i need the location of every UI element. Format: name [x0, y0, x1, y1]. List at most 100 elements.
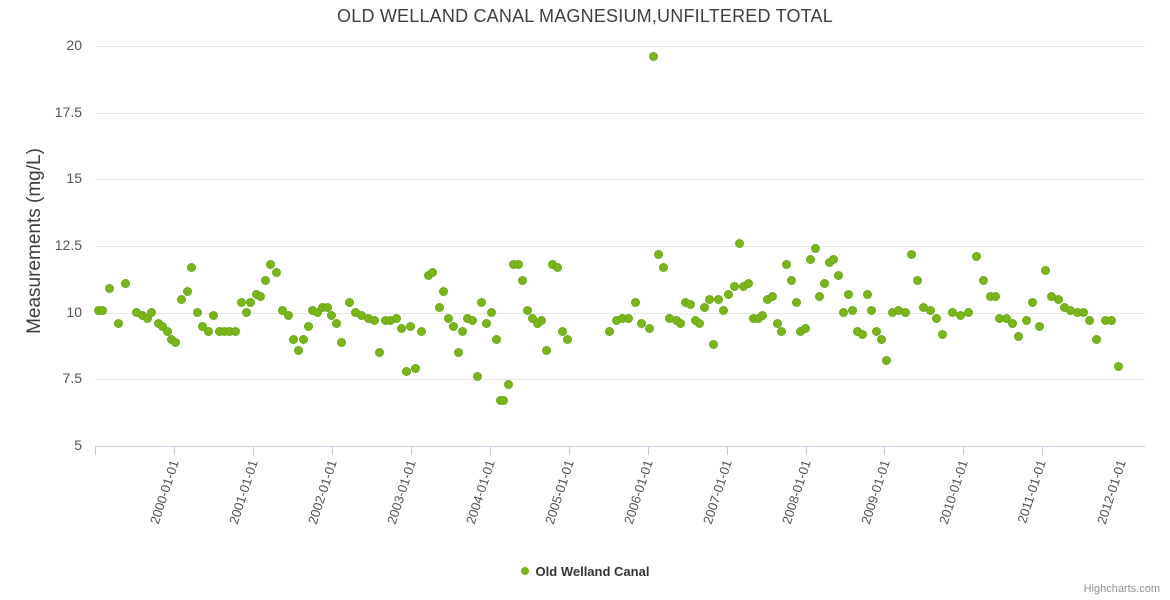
scatter-point[interactable]: [204, 326, 214, 336]
scatter-point[interactable]: [979, 276, 989, 286]
scatter-point[interactable]: [913, 276, 923, 286]
scatter-point[interactable]: [553, 262, 563, 272]
scatter-point[interactable]: [491, 334, 501, 344]
scatter-point[interactable]: [699, 302, 709, 312]
scatter-point[interactable]: [369, 316, 379, 326]
scatter-point[interactable]: [876, 334, 886, 344]
scatter-point[interactable]: [1014, 332, 1024, 342]
scatter-point[interactable]: [557, 326, 567, 336]
scatter-point[interactable]: [1001, 313, 1011, 323]
scatter-point[interactable]: [867, 305, 877, 315]
scatter-point[interactable]: [990, 292, 1000, 302]
scatter-point[interactable]: [486, 308, 496, 318]
scatter-point[interactable]: [278, 305, 288, 315]
scatter-point[interactable]: [542, 345, 552, 355]
scatter-point[interactable]: [499, 396, 509, 406]
scatter-point[interactable]: [439, 286, 449, 296]
scatter-point[interactable]: [477, 297, 487, 307]
scatter-point[interactable]: [729, 281, 739, 291]
scatter-point[interactable]: [472, 372, 482, 382]
scatter-point[interactable]: [834, 270, 844, 280]
scatter-point[interactable]: [649, 52, 659, 62]
scatter-point[interactable]: [327, 310, 337, 320]
scatter-point[interactable]: [177, 294, 187, 304]
scatter-point[interactable]: [523, 305, 533, 315]
scatter-point[interactable]: [411, 364, 421, 374]
scatter-point[interactable]: [758, 310, 768, 320]
scatter-point[interactable]: [158, 321, 168, 331]
scatter-point[interactable]: [714, 294, 724, 304]
scatter-point[interactable]: [298, 334, 308, 344]
scatter-point[interactable]: [208, 310, 218, 320]
scatter-point[interactable]: [1028, 297, 1038, 307]
scatter-point[interactable]: [527, 313, 537, 323]
scatter-point[interactable]: [1041, 265, 1051, 275]
scatter-point[interactable]: [777, 326, 787, 336]
scatter-point[interactable]: [1107, 316, 1117, 326]
scatter-point[interactable]: [636, 318, 646, 328]
scatter-point[interactable]: [718, 305, 728, 315]
scatter-point[interactable]: [193, 308, 203, 318]
scatter-point[interactable]: [881, 356, 891, 366]
scatter-point[interactable]: [332, 318, 342, 328]
scatter-point[interactable]: [114, 318, 124, 328]
scatter-point[interactable]: [147, 308, 157, 318]
scatter-point[interactable]: [1022, 316, 1032, 326]
scatter-point[interactable]: [186, 262, 196, 272]
scatter-point[interactable]: [734, 238, 744, 248]
scatter-point[interactable]: [434, 302, 444, 312]
scatter-point[interactable]: [843, 289, 853, 299]
scatter-point[interactable]: [857, 329, 867, 339]
scatter-point[interactable]: [767, 292, 777, 302]
scatter-point[interactable]: [518, 276, 528, 286]
scatter-point[interactable]: [938, 329, 948, 339]
scatter-point[interactable]: [104, 284, 114, 294]
chart-legend[interactable]: Old Welland Canal: [0, 563, 1170, 579]
scatter-point[interactable]: [261, 276, 271, 286]
scatter-point[interactable]: [1113, 361, 1123, 371]
scatter-point[interactable]: [815, 292, 825, 302]
scatter-point[interactable]: [723, 289, 733, 299]
scatter-point[interactable]: [265, 260, 275, 270]
scatter-point[interactable]: [396, 324, 406, 334]
scatter-point[interactable]: [819, 278, 829, 288]
scatter-point[interactable]: [644, 324, 654, 334]
scatter-point[interactable]: [537, 316, 547, 326]
scatter-point[interactable]: [829, 254, 839, 264]
scatter-point[interactable]: [810, 244, 820, 254]
scatter-point[interactable]: [971, 252, 981, 262]
scatter-point[interactable]: [838, 308, 848, 318]
scatter-point[interactable]: [283, 310, 293, 320]
scatter-point[interactable]: [624, 313, 634, 323]
scatter-point[interactable]: [963, 308, 973, 318]
scatter-point[interactable]: [289, 334, 299, 344]
scatter-point[interactable]: [344, 297, 354, 307]
scatter-point[interactable]: [676, 318, 686, 328]
scatter-point[interactable]: [685, 300, 695, 310]
scatter-point[interactable]: [197, 321, 207, 331]
scatter-point[interactable]: [406, 321, 416, 331]
scatter-point[interactable]: [562, 334, 572, 344]
scatter-point[interactable]: [772, 318, 782, 328]
scatter-point[interactable]: [467, 316, 477, 326]
scatter-point[interactable]: [120, 278, 130, 288]
scatter-point[interactable]: [605, 326, 615, 336]
scatter-point[interactable]: [900, 308, 910, 318]
scatter-point[interactable]: [374, 348, 384, 358]
scatter-point[interactable]: [630, 297, 640, 307]
scatter-point[interactable]: [336, 337, 346, 347]
scatter-point[interactable]: [313, 308, 323, 318]
scatter-point[interactable]: [744, 278, 754, 288]
scatter-point[interactable]: [417, 326, 427, 336]
scatter-point[interactable]: [246, 297, 256, 307]
scatter-point[interactable]: [1078, 308, 1088, 318]
scatter-point[interactable]: [98, 305, 108, 315]
scatter-point[interactable]: [1034, 321, 1044, 331]
scatter-point[interactable]: [392, 313, 402, 323]
scatter-point[interactable]: [1085, 316, 1095, 326]
scatter-point[interactable]: [231, 326, 241, 336]
scatter-point[interactable]: [925, 305, 935, 315]
scatter-point[interactable]: [872, 326, 882, 336]
scatter-point[interactable]: [801, 324, 811, 334]
scatter-point[interactable]: [453, 348, 463, 358]
